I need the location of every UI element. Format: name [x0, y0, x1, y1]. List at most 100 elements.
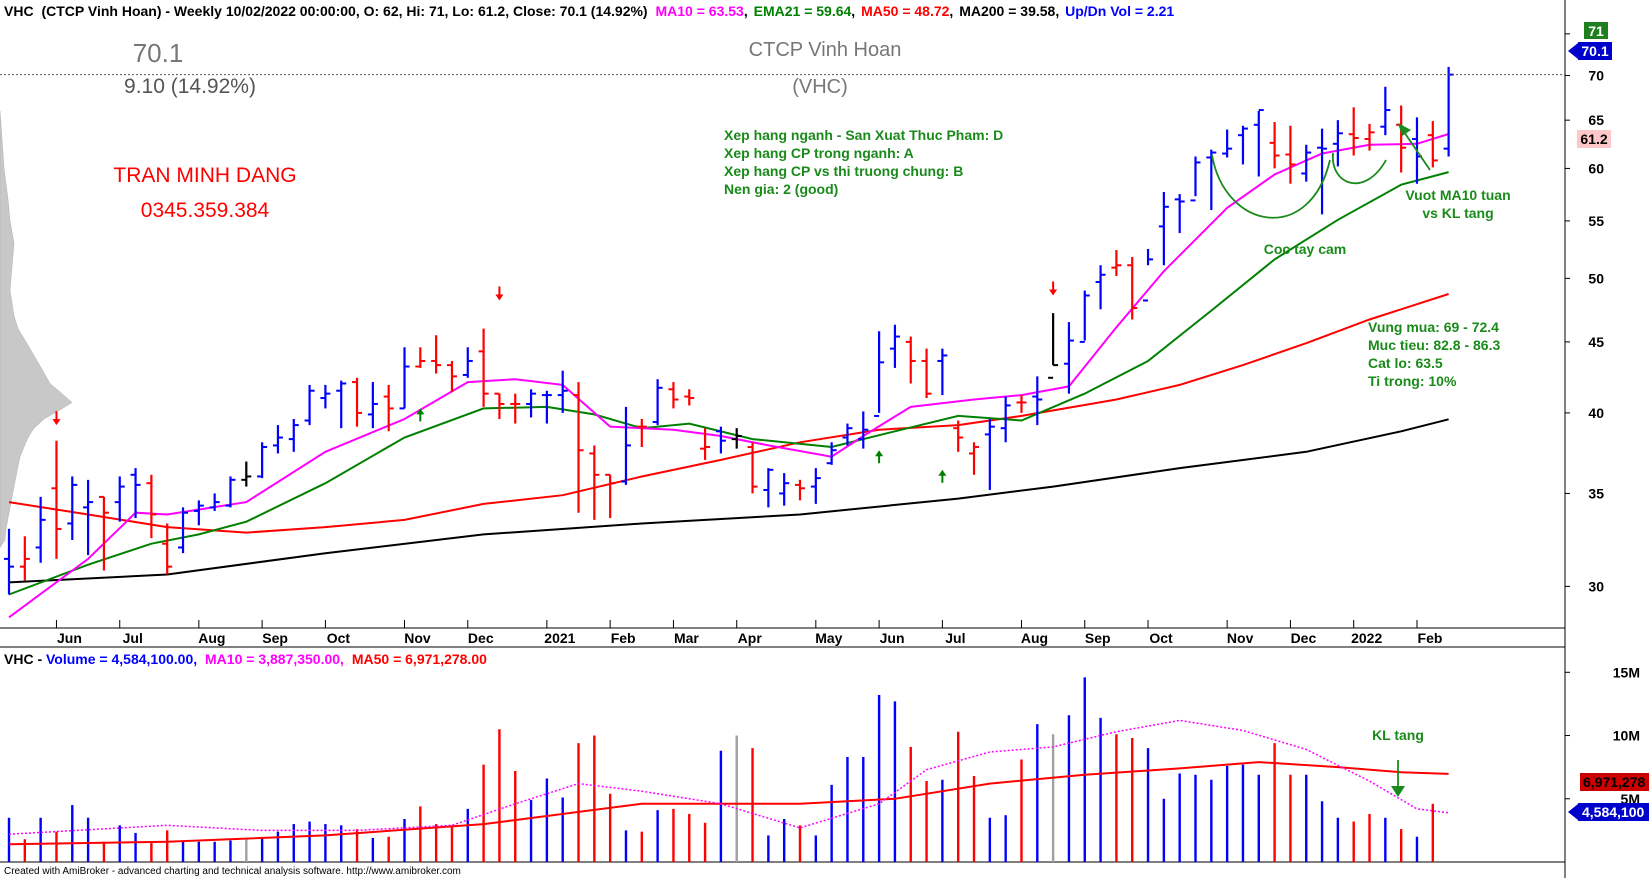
note-stop-loss: Cat lo: 63.5	[1368, 355, 1443, 371]
volume-tick-label: 10M	[1613, 728, 1640, 744]
ohlc-bar	[257, 442, 268, 479]
note-ranking-vs-market: Xep hang CP vs thi truong chung: B	[724, 163, 963, 179]
buy-signal-arrow	[938, 469, 947, 483]
ohlc-bar	[1222, 129, 1233, 158]
price-tick-label: 35	[1588, 485, 1604, 501]
ohlc-bar	[795, 479, 805, 501]
volume-tag-pointer	[1568, 804, 1578, 820]
ohlc-bar	[431, 335, 442, 374]
ohlc-bar	[826, 442, 837, 465]
ohlc-bar	[889, 324, 900, 368]
date-tick-label: Dec	[468, 630, 494, 646]
ohlc-bar	[636, 418, 647, 448]
ohlc-bar	[225, 476, 236, 508]
ohlc-bar	[874, 331, 885, 417]
low-tag-label: 61.2	[1580, 131, 1607, 147]
date-tick-label: Aug	[198, 630, 225, 646]
breakout-arrow-head	[1398, 123, 1411, 136]
price-tick-label: 55	[1588, 213, 1604, 229]
date-tick-label: Sep	[262, 630, 288, 646]
ohlc-bar	[1206, 149, 1217, 211]
ohlc-bar	[162, 523, 173, 575]
date-tick-label: Jul	[123, 630, 143, 646]
volume-profile-shape	[0, 110, 73, 548]
ohlc-bar	[494, 392, 505, 419]
date-tick-label: Feb	[1418, 630, 1443, 646]
ohlc-bar	[668, 382, 679, 409]
ohlc-bar	[747, 442, 758, 494]
ohlc-bar	[1158, 191, 1169, 266]
ohlc-bar	[905, 336, 916, 384]
ohlc-bar	[1000, 396, 1011, 443]
ohlc-bar	[605, 473, 616, 519]
header-ma10: MA10 = 63.53	[656, 3, 745, 19]
ohlc-bar	[1253, 109, 1264, 177]
volume-ma-lines	[8, 719, 1449, 846]
ohlc-bar	[1063, 322, 1074, 394]
sell-signal-arrow	[52, 411, 61, 426]
ohlc-bar	[367, 382, 378, 429]
ohlc-bar	[1048, 313, 1059, 379]
buy-arrow-head	[938, 469, 947, 476]
ohlc-bar	[510, 393, 521, 424]
breakout-arrow-shaft	[1401, 128, 1431, 171]
ohlc-bar	[352, 377, 363, 427]
overlay-price: 70.1	[133, 38, 184, 68]
volume-at-price-histogram	[0, 110, 73, 548]
ohlc-bar	[399, 347, 410, 410]
ohlc-bar	[1079, 290, 1090, 343]
overlay-ticker: (VHC)	[792, 76, 848, 98]
volume-axis-ticks: 5M 10M 15M	[1565, 664, 1640, 807]
ohlc-bar	[858, 411, 869, 449]
volume-header-volume: Volume = 4,584,100.00,	[46, 651, 197, 667]
note-buy-zone: Vung mua: 69 - 72.4	[1368, 319, 1499, 335]
ohlc-bar	[921, 348, 932, 399]
ohlc-bar	[1348, 107, 1359, 156]
ohlc-bar	[35, 496, 46, 563]
volume-ma50-tag-label: 6,971,278	[1583, 774, 1645, 790]
price-tick-label: 40	[1588, 405, 1604, 421]
ohlc-bar	[526, 389, 537, 418]
ohlc-bar	[1095, 265, 1106, 310]
sell-signal-arrow	[1049, 281, 1058, 296]
ohlc-bar	[1285, 125, 1296, 184]
volume-bars	[7, 677, 1435, 862]
ma200-line	[8, 418, 1449, 584]
close-tag-pointer	[1568, 43, 1578, 59]
ohlc-bar	[1111, 250, 1122, 276]
ohlc-bar	[700, 428, 711, 460]
volume-tick-label: 15M	[1613, 664, 1640, 680]
handle-curve	[1332, 152, 1387, 185]
header-ma200: MA200 = 39.58	[959, 3, 1055, 19]
date-tick-label: Nov	[404, 630, 431, 646]
buy-signal-arrow	[875, 450, 884, 464]
price-tick-label: 60	[1588, 160, 1604, 176]
date-tick-label: Dec	[1291, 630, 1317, 646]
header-ma50: MA50 = 48.72	[861, 3, 950, 19]
note-base-count: Nen gia: 2 (good)	[724, 181, 838, 197]
ohlc-bar	[763, 468, 774, 508]
note-position-size: Ti trong: 10%	[1368, 373, 1457, 389]
ma10-line	[8, 133, 1449, 619]
close-tag	[1578, 42, 1612, 60]
ohlc-bar	[383, 384, 394, 432]
signal-arrows	[52, 281, 1058, 483]
ohlc-bar	[114, 476, 125, 522]
overlay-change: 9.10 (14.92%)	[124, 75, 256, 98]
ohlc-bar	[731, 428, 742, 449]
note-breakout-line1: Vuot MA10 tuan	[1405, 187, 1510, 203]
date-tick-label: May	[815, 630, 842, 646]
date-tick-label: 2021	[544, 630, 575, 646]
ohlc-bar	[67, 476, 78, 540]
ma50-line	[8, 293, 1449, 534]
ma200-path	[8, 418, 1449, 584]
ohlc-bar	[336, 380, 347, 429]
date-tick-label: Apr	[738, 630, 763, 646]
volume-tag-label: 4,584,100	[1582, 804, 1644, 820]
date-tick-label: Aug	[1021, 630, 1048, 646]
volume-header: VHC - Volume = 4,584,100.00, MA10 = 3,88…	[4, 651, 487, 667]
ohlc-bar	[130, 468, 141, 519]
ohlc-bar	[969, 442, 980, 475]
ohlc-bar	[684, 389, 695, 406]
ohlc-bar	[146, 474, 157, 539]
